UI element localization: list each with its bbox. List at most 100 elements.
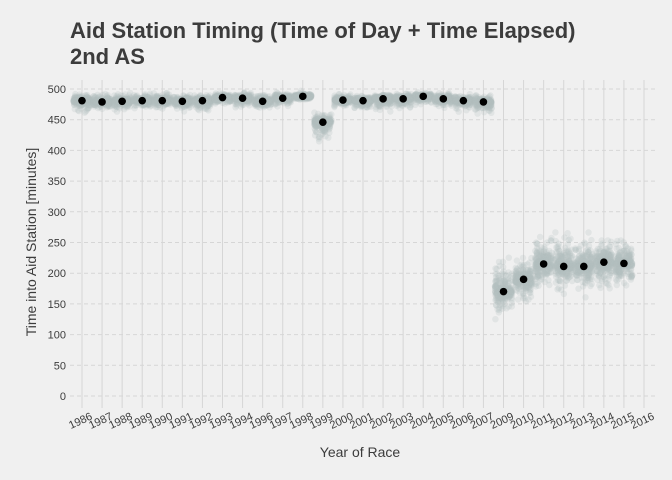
- jitter-point: [91, 98, 99, 105]
- jitter-point: [124, 96, 131, 103]
- jitter-point: [127, 98, 134, 106]
- jitter-point: [85, 97, 93, 105]
- jitter-point: [84, 96, 92, 103]
- jitter-point: [147, 97, 154, 105]
- jitter-point: [105, 99, 113, 107]
- jitter-point: [71, 97, 78, 104]
- jitter-point: [113, 97, 120, 104]
- jitter-point: [325, 134, 332, 141]
- jitter-point: [147, 103, 154, 110]
- jitter-point: [72, 96, 79, 103]
- jitter-point: [106, 96, 114, 103]
- jitter-point: [111, 92, 118, 99]
- jitter-point: [72, 99, 80, 106]
- jitter-point: [133, 96, 140, 103]
- jitter-point: [144, 93, 151, 101]
- jitter-point: [146, 90, 154, 97]
- jitter-point: [124, 102, 131, 109]
- jitter-point: [104, 99, 112, 106]
- jitter-point: [131, 97, 138, 104]
- jitter-point: [130, 97, 137, 104]
- jitter-point: [70, 97, 77, 105]
- jitter-point: [84, 105, 91, 112]
- jitter-point: [387, 108, 394, 115]
- jitter-point: [112, 95, 119, 102]
- jitter-point: [132, 96, 139, 103]
- jitter-point: [134, 92, 141, 99]
- jitter-point: [107, 98, 114, 106]
- jitter-point: [84, 100, 92, 107]
- jitter-point: [106, 98, 114, 105]
- jitter-point: [126, 97, 133, 105]
- jitter-point: [92, 99, 99, 106]
- jitter-point: [112, 99, 119, 107]
- jitter-point: [321, 126, 328, 133]
- jitter-point: [113, 98, 120, 106]
- jitter-point: [75, 107, 83, 115]
- jitter-point: [113, 98, 120, 106]
- jitter-point: [92, 98, 99, 106]
- jitter-point: [113, 92, 120, 100]
- jitter-point: [110, 99, 117, 106]
- jitter-point: [73, 97, 80, 104]
- jitter-point: [106, 98, 114, 106]
- jitter-point: [91, 98, 99, 106]
- jitter-point: [91, 103, 98, 110]
- jitter-point: [147, 95, 154, 102]
- jitter-point: [111, 101, 118, 108]
- jitter-point: [125, 92, 133, 99]
- jitter-point: [92, 98, 99, 106]
- jitter-point: [84, 94, 91, 101]
- jitter-point: [85, 96, 93, 104]
- jitter-point: [132, 93, 139, 100]
- jitter-point: [72, 97, 80, 104]
- jitter-point: [104, 100, 111, 107]
- jitter-point: [106, 97, 113, 105]
- jitter-point: [121, 91, 129, 98]
- jitter-point: [107, 98, 114, 105]
- jitter-point: [132, 98, 139, 105]
- jitter-point: [131, 97, 138, 104]
- jitter-point: [92, 98, 99, 105]
- jitter-point: [76, 91, 83, 98]
- jitter-point: [124, 103, 131, 110]
- jitter-point: [146, 97, 153, 104]
- jitter-point: [104, 94, 112, 102]
- jitter-point: [105, 101, 113, 109]
- jitter-point: [92, 93, 99, 100]
- jitter-point: [130, 98, 138, 105]
- jitter-point: [107, 97, 114, 105]
- jitter-point: [126, 99, 133, 107]
- jitter-point: [85, 105, 92, 112]
- jitter-point: [71, 97, 78, 104]
- jitter-point: [84, 97, 91, 104]
- jitter-point: [144, 97, 152, 104]
- jitter-point: [145, 96, 152, 103]
- jitter-point: [105, 100, 113, 108]
- jitter-point: [144, 101, 151, 108]
- jitter-point: [126, 98, 133, 105]
- jitter-point: [133, 97, 140, 105]
- jitter-point: [73, 96, 80, 104]
- jitter-point: [127, 97, 134, 105]
- jitter-point: [126, 99, 133, 107]
- jitter-point: [146, 92, 154, 99]
- jitter-point: [124, 98, 131, 105]
- jitter-point: [70, 97, 77, 104]
- jitter-point: [111, 103, 118, 110]
- jitter-point: [132, 96, 139, 104]
- jitter-point: [131, 97, 138, 104]
- jitter-point: [133, 97, 140, 105]
- jitter-point: [293, 93, 300, 100]
- jitter-point: [144, 98, 152, 105]
- jitter-point: [104, 100, 112, 107]
- jitter-point: [84, 97, 92, 104]
- jitter-point: [82, 108, 89, 115]
- jitter-point: [70, 97, 78, 104]
- jitter-point: [87, 97, 94, 104]
- jitter-point: [112, 95, 120, 102]
- jitter-point: [417, 101, 424, 108]
- jitter-point: [91, 94, 99, 101]
- jitter-point: [104, 103, 111, 110]
- jitter-point: [132, 94, 140, 101]
